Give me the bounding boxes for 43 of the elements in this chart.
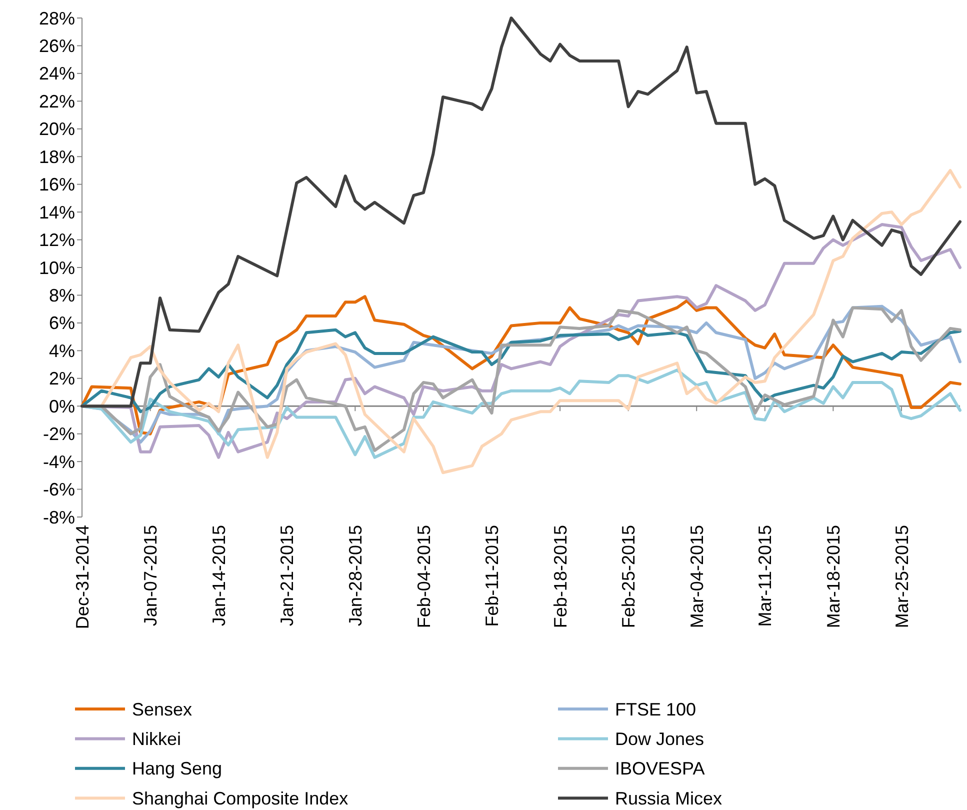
legend-label: Hang Seng — [132, 758, 222, 779]
legend-label: Shanghai Composite Index — [132, 788, 348, 808]
y-tick-label: -6% — [42, 480, 75, 500]
legend-label: Russia Micex — [615, 788, 722, 808]
x-tick-label: Jan-28-2015 — [345, 525, 366, 626]
x-tick-label: Mar-18-2015 — [823, 525, 844, 628]
y-tick-label: 2% — [48, 368, 75, 389]
x-tick-label: Feb-11-2015 — [482, 525, 502, 627]
y-tick-label: -8% — [42, 507, 75, 528]
x-tick-label: Mar-11-2015 — [755, 525, 776, 627]
line-series — [80, 16, 962, 408]
x-tick-label: Feb-25-2015 — [618, 525, 639, 628]
y-tick-label: 12% — [38, 230, 75, 250]
legend-label: IBOVESPA — [615, 758, 705, 779]
y-tick-label: -4% — [42, 452, 75, 472]
y-tick-label: 0% — [48, 396, 75, 416]
y-tick-label: 6% — [48, 313, 75, 334]
x-tick-label: Mar-04-2015 — [686, 525, 707, 628]
x-tick-label: Jan-07-2015 — [140, 525, 161, 626]
y-tick-label: 10% — [38, 258, 75, 278]
x-tick-label: Feb-18-2015 — [550, 525, 570, 628]
legend-label: FTSE 100 — [615, 699, 696, 720]
legend-label: Sensex — [132, 699, 192, 720]
line-series — [80, 328, 962, 414]
legend-label: Nikkei — [132, 729, 182, 749]
y-tick-label: 26% — [38, 36, 75, 56]
y-tick-label: 16% — [38, 174, 75, 195]
line-series — [80, 368, 962, 459]
x-tick-label: Jan-21-2015 — [277, 525, 298, 626]
y-tick-label: -2% — [42, 424, 75, 444]
y-tick-label: 14% — [38, 202, 75, 222]
y-tick-label: 22% — [38, 91, 75, 112]
y-tick-label: 28% — [38, 8, 75, 28]
x-tick-label: Mar-25-2015 — [892, 525, 912, 628]
y-tick-label: 4% — [48, 340, 75, 361]
x-tick-label: Dec-31-2014 — [72, 525, 92, 630]
y-tick-label: 24% — [38, 64, 75, 84]
y-tick-label: 20% — [38, 119, 75, 140]
y-tick-label: 8% — [48, 286, 75, 306]
y-tick-label: 18% — [38, 146, 75, 167]
x-tick-label: Jan-14-2015 — [208, 525, 229, 626]
x-tick-label: Feb-04-2015 — [414, 525, 434, 628]
legend-label: Dow Jones — [615, 729, 704, 749]
